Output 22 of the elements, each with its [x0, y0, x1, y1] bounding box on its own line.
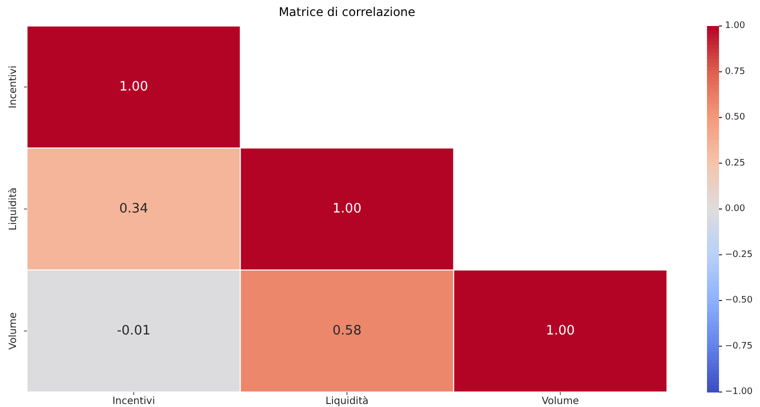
color-bar-label: 0.75	[725, 66, 746, 77]
y-tick-label: Volume	[8, 312, 19, 350]
data-label: 1.00	[332, 202, 362, 216]
color-bar-label: −0.50	[725, 296, 753, 306]
color-bar-label: −1.00	[725, 387, 753, 397]
data-label: 0.58	[332, 324, 362, 338]
color-bar-label: 0.00	[725, 204, 746, 214]
data-label: 1.00	[119, 80, 148, 94]
color-bar-label: 0.50	[725, 112, 746, 122]
color-bar-label: 0.25	[725, 158, 746, 168]
x-tick-label: Incentivi	[112, 396, 156, 407]
color-bar-label: −0.75	[725, 341, 753, 352]
y-tick-label: Liquidità	[8, 188, 19, 230]
y-tick-label: Incentivi	[8, 66, 19, 108]
data-label: -0.01	[116, 324, 150, 338]
data-label: 1.00	[546, 324, 575, 338]
color-bar-label: 1.00	[725, 21, 746, 31]
data-label: 0.34	[119, 202, 148, 216]
x-tick-label: Liquidità	[326, 396, 368, 407]
chart-title: Matrice di correlazione	[278, 5, 416, 19]
color-bar-label: −0.25	[725, 250, 753, 260]
x-tick-label: Volume	[542, 396, 579, 407]
